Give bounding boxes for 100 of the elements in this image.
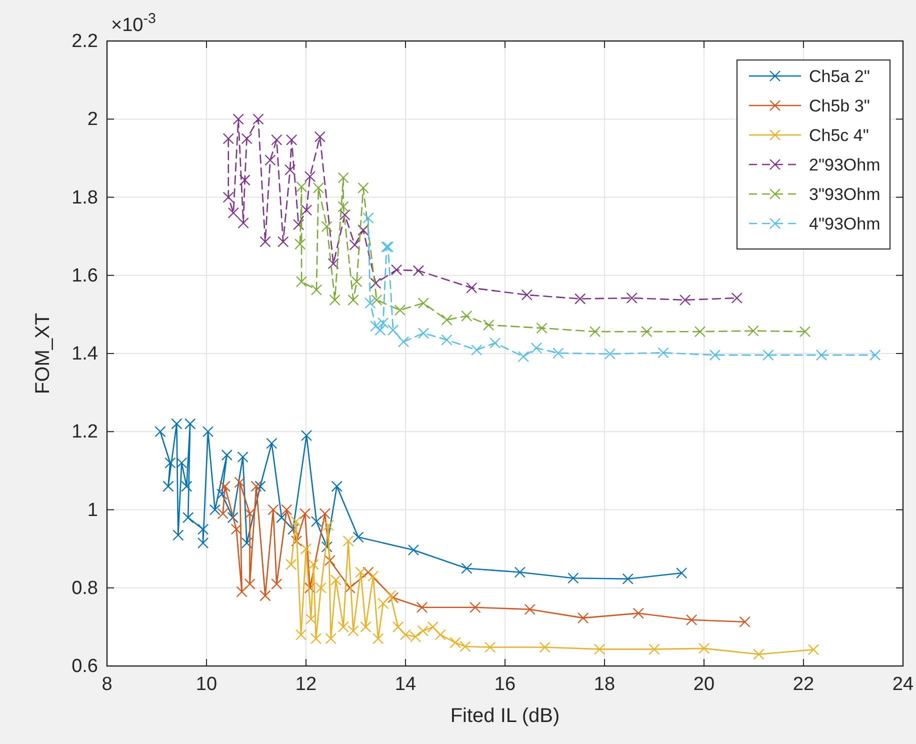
point (241, 133, 252, 144)
legend-label: 2"93Ohm (809, 156, 880, 174)
point (197, 524, 209, 535)
point (154, 426, 166, 438)
point (286, 558, 297, 570)
point (622, 573, 634, 584)
point (351, 276, 362, 288)
point (762, 350, 774, 361)
x-tick-label: 18 (594, 674, 616, 695)
point (739, 616, 750, 628)
point (641, 326, 652, 338)
point (461, 310, 472, 322)
point (471, 344, 482, 356)
point (252, 114, 264, 125)
text: ×10$^{-3}$ (111, 11, 156, 36)
point (264, 154, 276, 166)
y-tick-label: 1.2 (72, 422, 98, 443)
point (394, 304, 406, 316)
point (315, 582, 326, 594)
point (368, 570, 379, 582)
point (329, 294, 340, 306)
point (305, 614, 317, 625)
legend-label: 3"93Ohm (809, 185, 880, 204)
point (371, 294, 382, 306)
point (310, 284, 322, 296)
point (219, 480, 230, 492)
point (450, 637, 461, 648)
point (184, 418, 196, 430)
point (296, 181, 308, 192)
point (680, 294, 691, 306)
point (626, 292, 638, 304)
point (291, 535, 302, 547)
point (434, 629, 446, 640)
y-tick-label: 2.2 (72, 31, 98, 52)
point (594, 644, 606, 655)
point (348, 294, 359, 306)
point (658, 347, 669, 358)
point (171, 418, 182, 430)
point (222, 133, 234, 144)
point (408, 544, 420, 556)
point (731, 292, 742, 304)
point (360, 621, 372, 632)
point (578, 612, 589, 624)
point (385, 590, 396, 602)
point (227, 512, 238, 524)
point (304, 170, 316, 182)
point (358, 224, 369, 236)
y-tick-label: 1.8 (72, 187, 98, 208)
x-tick-label: 16 (494, 674, 516, 695)
legend-label: Ch5b 3" (809, 96, 870, 116)
point (530, 342, 542, 354)
legend-label: 4"93Ohm (809, 214, 880, 234)
x-tick-label: 24 (892, 674, 914, 695)
point (568, 572, 579, 584)
point (344, 582, 356, 594)
point (362, 212, 374, 224)
y-tick-label: 1 (87, 500, 98, 521)
point (209, 504, 221, 516)
point (202, 426, 214, 438)
point (239, 174, 250, 186)
point (310, 516, 322, 528)
point (300, 430, 312, 442)
point (698, 642, 710, 654)
point (181, 480, 192, 492)
point (484, 642, 496, 653)
x-tick-label: 10 (196, 674, 218, 695)
point (271, 578, 282, 590)
point (416, 602, 428, 613)
point (322, 520, 334, 531)
point (686, 614, 698, 626)
point (694, 326, 706, 338)
point (648, 644, 660, 655)
point (276, 512, 288, 524)
point (278, 236, 289, 248)
point (284, 164, 296, 176)
legend-label: Ch5c 4" (809, 126, 869, 145)
point (816, 350, 827, 361)
point (355, 566, 366, 578)
point (299, 508, 311, 520)
x-tick-label: 20 (693, 674, 715, 695)
point (300, 543, 312, 554)
x-tick-label: 12 (295, 674, 317, 695)
point (338, 172, 349, 184)
point (348, 625, 359, 636)
point (604, 348, 616, 360)
point (325, 633, 336, 644)
point (237, 451, 248, 463)
point (286, 134, 298, 146)
point (236, 586, 248, 598)
point (539, 642, 550, 653)
point (441, 314, 452, 326)
point (232, 114, 244, 125)
point (364, 298, 376, 309)
point (254, 480, 266, 492)
point (349, 239, 360, 250)
legend-label: Ch5a 2" (809, 67, 870, 86)
point (483, 319, 494, 331)
point (290, 516, 302, 528)
point (268, 504, 279, 516)
point (358, 182, 369, 194)
